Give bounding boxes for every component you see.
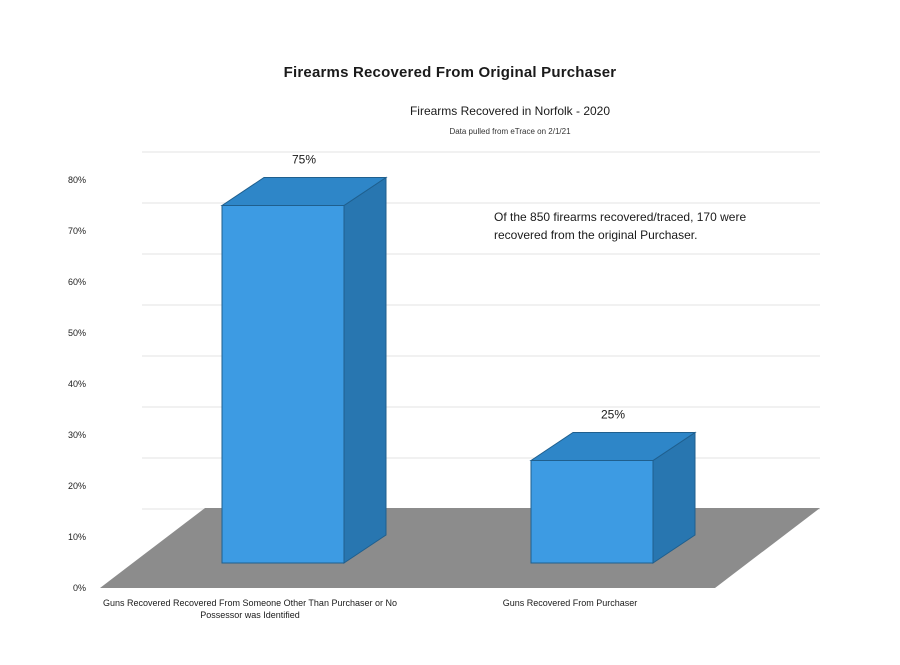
y-tick-label: 0% bbox=[73, 583, 86, 593]
y-tick-label: 10% bbox=[68, 532, 86, 542]
y-tick-label: 50% bbox=[68, 328, 86, 338]
y-tick-label: 70% bbox=[68, 226, 86, 236]
y-tick-label: 20% bbox=[68, 481, 86, 491]
y-tick-label: 40% bbox=[68, 379, 86, 389]
bar bbox=[220, 176, 388, 564]
bar-front-face bbox=[530, 460, 654, 564]
chart-subtitle: Firearms Recovered in Norfolk - 2020 bbox=[409, 104, 611, 118]
x-category-label: Guns Recovered From Purchaser bbox=[502, 598, 638, 608]
bar-side-face bbox=[343, 176, 387, 564]
bar bbox=[529, 431, 697, 564]
y-tick-label: 30% bbox=[68, 430, 86, 440]
chart-title: Firearms Recovered From Original Purchas… bbox=[283, 64, 617, 81]
source-note: Data pulled from eTrace on 2/1/21 bbox=[449, 127, 571, 136]
chart-floor bbox=[100, 508, 820, 588]
y-tick-label: 60% bbox=[68, 277, 86, 287]
x-category-label: Guns Recovered Recovered From Someone Ot… bbox=[103, 598, 397, 620]
annotation-text: Of the 850 firearms recovered/traced, 17… bbox=[494, 210, 747, 242]
y-tick-label: 80% bbox=[68, 175, 86, 185]
bar-front-face bbox=[221, 205, 345, 564]
bar-data-label: 75% bbox=[292, 153, 316, 167]
bar-data-label: 25% bbox=[601, 408, 625, 422]
